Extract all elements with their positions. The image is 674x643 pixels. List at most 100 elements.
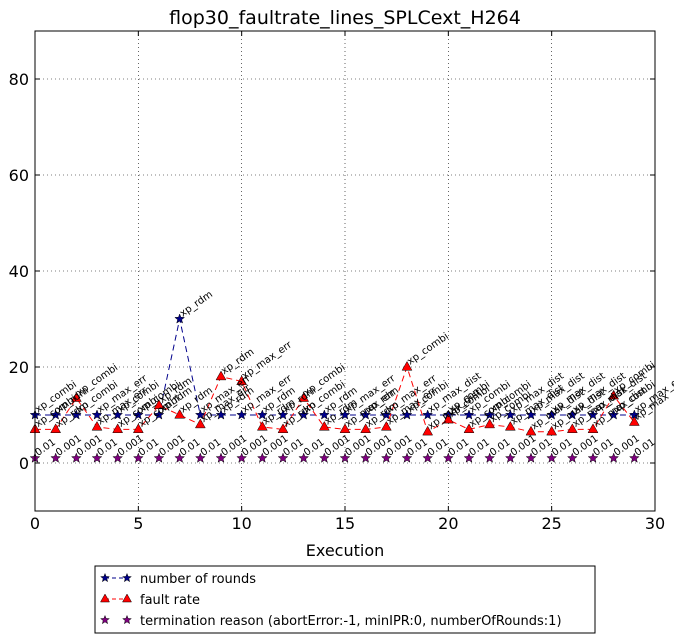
legend-items: number of rounds fault rate termination re… [100,572,562,629]
x-tick-label: 5 [133,514,143,533]
data-point-faultrate [380,420,392,431]
data-point-rounds [50,409,62,420]
data-point-termination [50,452,62,463]
series-line-faultrate [35,365,635,433]
data-point-faultrate [608,389,620,400]
data-point-faultrate [422,425,434,436]
data-point-termination [339,452,351,463]
data-point-rounds [318,409,330,420]
data-point-rounds [422,409,434,420]
x-tick-label: 15 [335,514,355,533]
legend-marker [122,593,132,603]
data-point-faultrate [112,423,124,433]
data-point-faultrate [546,425,558,436]
data-point-faultrate [153,399,165,409]
x-tick-label: 30 [645,514,665,533]
data-point-termination [236,452,248,463]
data-point-rounds [112,409,124,420]
data-point-faultrate [401,360,413,371]
data-point-termination [215,452,227,463]
data-point-rounds [380,409,392,420]
y-tick-label: 20 [9,358,29,377]
data-point-termination [525,452,537,463]
legend-marker [122,572,132,583]
data-point-termination [587,452,599,463]
legend-item-termination: termination reason (abortError:-1, minIP… [100,614,562,629]
legend-label: fault rate [140,593,200,608]
data-point-rounds [484,409,496,420]
chart-title: flop30_faultrate_lines_SPLCext_H264 [169,7,521,29]
x-axis-label: Execution [306,541,385,560]
data-point-termination [566,452,578,463]
data-point-rounds [587,409,599,420]
data-point-faultrate [463,423,475,433]
series-termination [29,452,640,463]
data-point-rounds [401,409,413,420]
data-point-termination [484,452,496,463]
legend-item-rounds: number of rounds [100,572,256,587]
data-point-termination [463,452,475,463]
data-point-faultrate [194,418,206,429]
data-point-faultrate [70,392,82,402]
data-point-termination [380,452,392,463]
data-point-termination [298,452,310,463]
data-point-faultrate [277,423,289,433]
data-point-rounds [153,409,165,420]
y-tick-label: 40 [9,262,29,281]
data-point-rounds [194,409,206,420]
data-point-rounds [277,409,289,420]
data-point-termination [442,452,454,463]
data-point-rounds [215,409,227,420]
data-point-rounds [504,409,516,420]
data-point-rounds [525,409,537,420]
data-point-faultrate [360,423,372,433]
data-point-faultrate [504,420,516,431]
data-point-rounds [174,313,186,324]
y-tick-label: 60 [9,166,29,185]
x-tick-label: 25 [541,514,561,533]
x-tick-label: 10 [231,514,251,533]
y-tick-label: 0 [19,454,29,473]
data-point-rounds [132,409,144,420]
data-point-termination [174,452,186,463]
legend: number of rounds fault rate termination re… [94,565,596,634]
data-point-faultrate [174,408,186,419]
data-point-rounds [608,409,620,420]
data-point-rounds [298,409,310,420]
data-point-termination [608,452,620,463]
data-point-termination [401,452,413,463]
legend-frame [94,565,596,634]
series-line-rounds [35,318,635,416]
data-point-faultrate [236,375,248,385]
data-point-faultrate [256,420,268,431]
data-point-rounds [256,409,268,420]
data-point-faultrate [628,416,640,426]
data-point-rounds [236,409,248,420]
x-tick-label: 0 [30,514,40,533]
axis-ticks: 0 5 10 15 20 25 30 0 20 40 60 80 [9,31,665,533]
data-point-termination [360,452,372,463]
legend-label: termination reason (abortError:-1, minIP… [140,614,562,629]
data-point-faultrate [132,423,144,433]
data-point-termination [277,452,289,463]
data-point-termination [70,452,82,463]
data-point-rounds [566,409,578,420]
data-point-termination [112,452,124,463]
data-point-faultrate [318,420,330,431]
data-point-termination [422,452,434,463]
plot-area: xp_combixp_rdmxp_combixp_max_errxp_combi… [9,30,674,533]
data-point-faultrate [587,423,599,433]
data-point-faultrate [442,413,454,424]
data-point-rounds [339,409,351,420]
data-point-faultrate [484,418,496,429]
data-point-termination [504,452,516,463]
data-point-termination [153,452,165,463]
data-point-termination [256,452,268,463]
series-faultrate [29,360,640,436]
x-tick-label: 20 [438,514,458,533]
data-point-termination [546,452,558,463]
data-point-faultrate [566,423,578,433]
data-point-termination [194,452,206,463]
data-point-termination [318,452,330,463]
